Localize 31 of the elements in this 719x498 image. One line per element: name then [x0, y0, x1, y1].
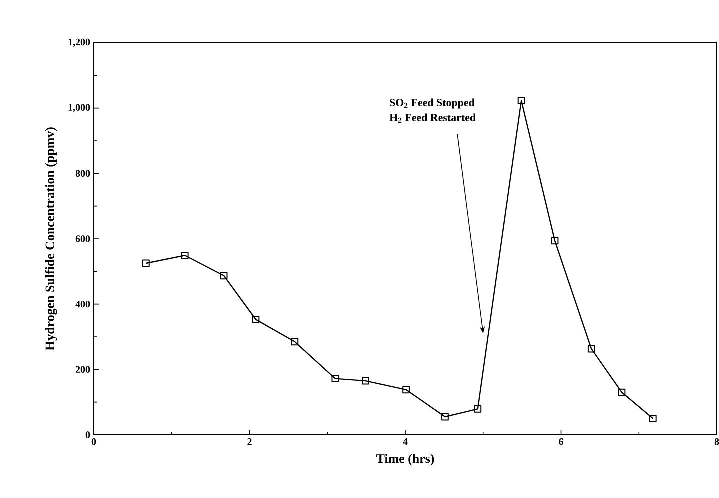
y-axis-title: Hydrogen Sulfide Concentration (ppmv): [45, 128, 58, 351]
y-tick-label: 400: [76, 300, 90, 308]
point: [362, 377, 370, 385]
point: [442, 413, 449, 421]
y-tick-label: 0: [86, 432, 90, 438]
point: [649, 414, 657, 422]
y-tick-label: 800: [76, 170, 90, 178]
x-tick-label: 4: [403, 438, 408, 446]
point: [220, 272, 228, 280]
y-tick-label: 600: [76, 236, 90, 242]
annotation: SO$_{2}$ Feed Stopped: [390, 98, 475, 109]
x-tick-label: 6: [559, 438, 564, 446]
point: [402, 386, 410, 394]
point: [518, 97, 526, 104]
point: [181, 252, 189, 260]
y-tick-label: 1,200: [68, 38, 90, 48]
annotation: H$_{2}$ Feed Restarted: [390, 114, 476, 123]
point: [291, 338, 299, 346]
point: [332, 375, 340, 382]
x-tick-label: 8: [714, 438, 719, 446]
x-tick-label: 2: [248, 438, 252, 446]
point: [142, 260, 150, 268]
point: [618, 388, 626, 396]
point: [551, 237, 559, 245]
y-tick-label: 1,000: [68, 104, 90, 112]
point: [252, 316, 260, 324]
x-tick-label: 0: [92, 438, 96, 446]
y-tick-label: 200: [76, 366, 90, 374]
point: [474, 405, 482, 413]
x-axis-title: Time (hrs): [376, 454, 434, 466]
point: [588, 345, 596, 353]
